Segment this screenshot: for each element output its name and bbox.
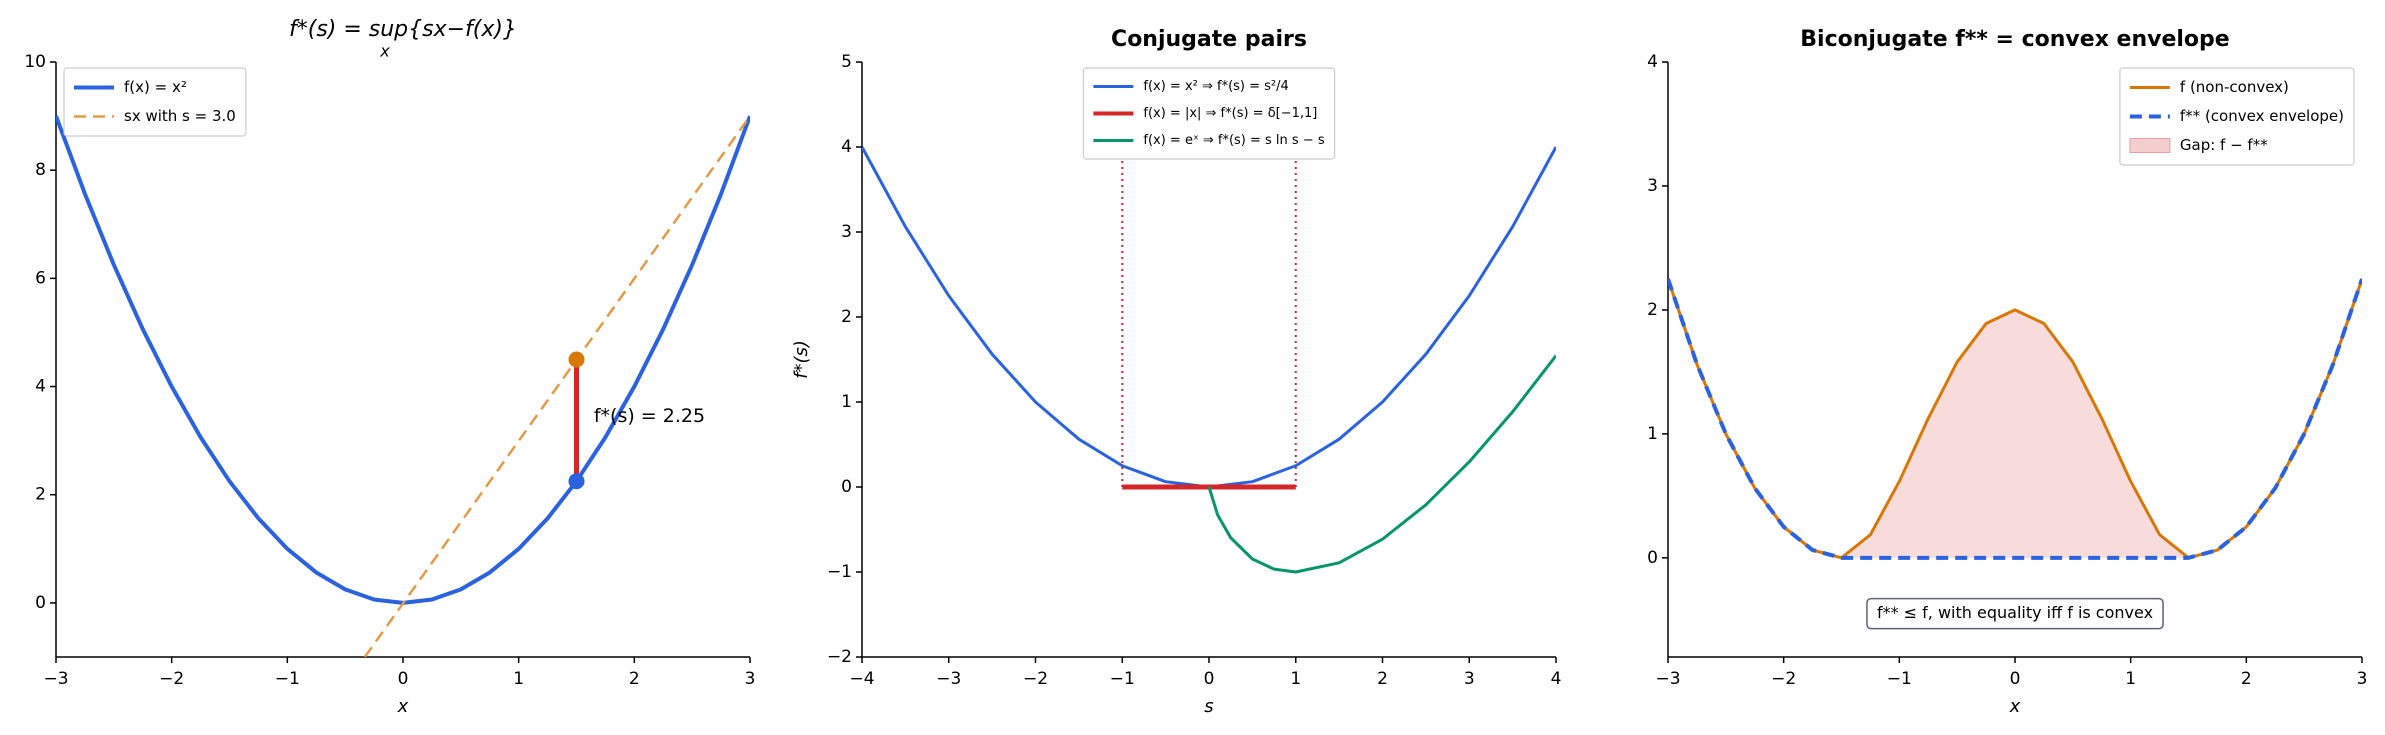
y-tick-label: −2 [827, 647, 852, 667]
x-tick-label: 1 [513, 669, 524, 689]
x-tick-label: 2 [629, 669, 640, 689]
legend-label: Gap: f − f** [2180, 136, 2268, 154]
x-tick-label: −1 [1110, 669, 1135, 689]
legend: f (non-convex) f** (convex envelope) Gap: … [2119, 67, 2355, 166]
annotation: f*(s) = 2.25 [594, 405, 705, 427]
series-line [56, 115, 750, 605]
series-line [1668, 278, 2362, 560]
x-tick-label: 4 [1551, 669, 1562, 689]
y-tick-label: 0 [35, 593, 46, 613]
x-tick-label: −3 [43, 669, 68, 689]
y-tick-label: 6 [35, 268, 46, 288]
x-tick-label: 3 [745, 669, 756, 689]
plot-area [56, 115, 750, 657]
plot-area [862, 146, 1556, 574]
x-tick-label: 0 [398, 669, 409, 689]
x-tick-label: 1 [2125, 669, 2136, 689]
x-tick-label: −1 [1887, 669, 1912, 689]
subplot: −4 −3 −2 −1 0 1 2 3 4 −2 −1 0 1 2 3 4 5 s f*(s) Conjugate p… [791, 27, 1561, 717]
y-tick-label: 4 [1647, 52, 1658, 72]
x-tick-label: 2 [2241, 669, 2252, 689]
subplot: −3 −2 −1 0 1 2 3 0 1 2 3 4 x Biconjugate f** = convex… [1647, 27, 2367, 717]
series-line [1207, 354, 1556, 574]
point [568, 473, 585, 490]
y-tick-label: 1 [841, 392, 852, 412]
x-tick-label: −2 [1023, 669, 1048, 689]
legend-box [63, 67, 247, 137]
y-tick-label: 5 [841, 52, 852, 72]
y-tick-label: 3 [841, 222, 852, 242]
legend-box [2119, 67, 2355, 166]
x-tick-label: 3 [2357, 669, 2368, 689]
y-tick-label: 8 [35, 160, 46, 180]
annotation: f** ≤ f, with equality iff f is convex [1877, 603, 2153, 622]
gap-area [1668, 278, 2362, 558]
y-tick-label: 2 [1647, 300, 1658, 320]
y-axis-label: f*(s) [791, 340, 812, 379]
legend: f(x) = x² ⇒ f*(s) = s²/4 f(x) = |x| ⇒ f*(… [1082, 67, 1336, 160]
y-tick-label: 0 [841, 477, 852, 497]
y-tick-label: 4 [841, 137, 852, 157]
x-tick-label: 1 [1290, 669, 1301, 689]
x-tick-label: −2 [159, 669, 184, 689]
legend-label: f(x) = |x| ⇒ f*(s) = δ[−1,1] [1143, 106, 1317, 121]
x-axis-label: s [1204, 696, 1213, 717]
legend-label: f** (convex envelope) [2180, 107, 2344, 125]
legend-patch [2129, 138, 2171, 153]
legend-label: f(x) = x² [124, 78, 187, 96]
y-tick-label: 1 [1647, 424, 1658, 444]
x-axis-label: x [2009, 696, 2021, 717]
annotation-box [1866, 597, 2164, 630]
x-tick-label: −4 [849, 669, 874, 689]
y-tick-label: 2 [841, 307, 852, 327]
x-tick-label: −3 [1655, 669, 1680, 689]
legend-box [1082, 67, 1336, 160]
series-line [363, 115, 750, 657]
x-tick-label: −1 [275, 669, 300, 689]
y-tick-label: 0 [1647, 548, 1658, 568]
legend-label: f (non-convex) [2180, 78, 2289, 96]
chart-title: f*(s) = sup{sx−f(x)} [289, 17, 517, 42]
point [568, 351, 585, 368]
x-tick-label: −2 [1771, 669, 1796, 689]
y-tick-label: 10 [24, 52, 46, 72]
legend-label: sx with s = 3.0 [124, 107, 236, 125]
legend-label: f(x) = eˣ ⇒ f*(s) = s ln s − s [1143, 133, 1324, 148]
x-axis-label: x [397, 696, 409, 717]
x-tick-label: 0 [2010, 669, 2021, 689]
x-tick-label: 0 [1204, 669, 1215, 689]
plot-area [1668, 278, 2362, 560]
chart-title: Biconjugate f** = convex envelope [1800, 27, 2229, 52]
legend: f(x) = x² sx with s = 3.0 [63, 67, 247, 137]
title-subscript: x [379, 42, 390, 61]
y-tick-label: 3 [1647, 176, 1658, 196]
y-tick-label: 2 [35, 485, 46, 505]
chart-title: Conjugate pairs [1111, 27, 1307, 52]
legend-label: f(x) = x² ⇒ f*(s) = s²/4 [1143, 79, 1288, 94]
x-tick-label: 2 [1377, 669, 1388, 689]
y-tick-label: −1 [827, 562, 852, 582]
series-line [862, 146, 1556, 489]
x-tick-label: −3 [936, 669, 961, 689]
x-tick-label: 3 [1464, 669, 1475, 689]
y-tick-label: 4 [35, 377, 46, 397]
